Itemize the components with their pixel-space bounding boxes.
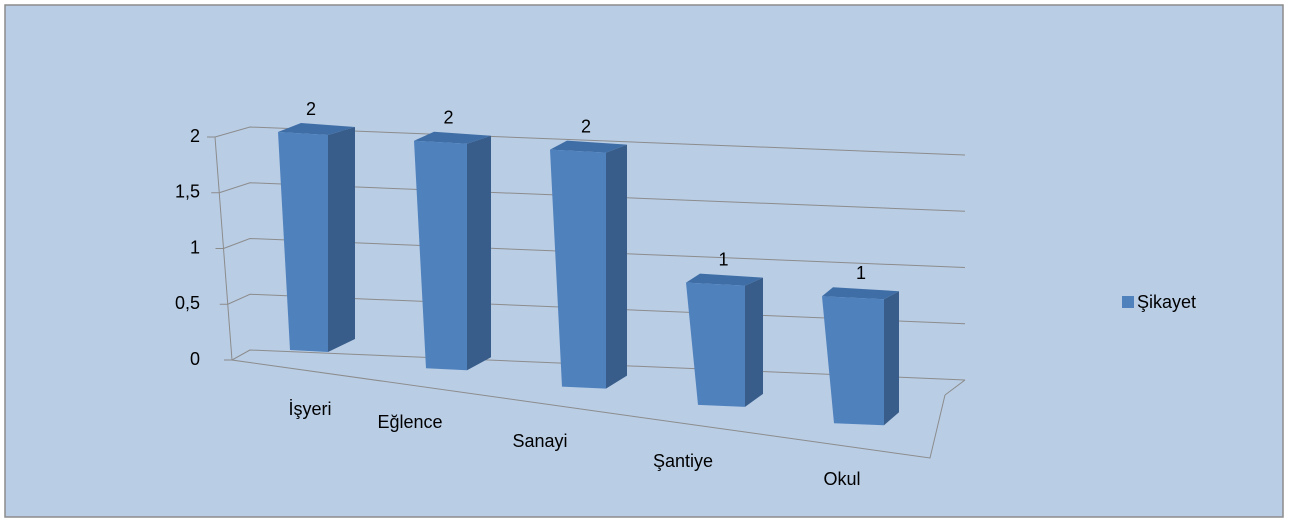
x-tick-label: Eğlence: [377, 412, 442, 432]
bar: [686, 273, 763, 407]
x-tick-label: Okul: [823, 469, 860, 489]
bar-top: [550, 140, 627, 153]
bar-front: [414, 140, 467, 371]
bar-top: [686, 273, 763, 286]
data-label: 2: [581, 116, 591, 136]
x-tick-label: İşyeri: [288, 399, 331, 419]
data-label: 2: [306, 99, 316, 119]
bar: [278, 123, 355, 352]
y-tick-label: 0: [190, 349, 200, 369]
legend-label: Şikayet: [1137, 292, 1196, 312]
bar-side: [884, 291, 899, 426]
bar-top: [822, 287, 899, 300]
data-label: 1: [856, 263, 866, 283]
bar: [822, 287, 899, 426]
y-tick-label: 1,5: [175, 182, 200, 202]
y-tick-label: 1: [190, 237, 200, 257]
y-tick-label: 0,5: [175, 293, 200, 313]
bar-side: [745, 277, 763, 407]
floor-edge: [944, 379, 966, 396]
x-tick-label: Sanayi: [512, 431, 567, 451]
grid-line: [214, 126, 966, 156]
bar-side: [467, 135, 491, 371]
bar-front: [822, 296, 884, 426]
bar-front: [278, 132, 328, 352]
chart-area: [4, 4, 1284, 518]
legend-swatch: [1122, 296, 1134, 308]
data-label: 1: [718, 249, 728, 269]
grid-line: [219, 182, 966, 212]
bar: [550, 140, 627, 389]
bar-front: [686, 282, 745, 407]
x-tick-label: Şantiye: [653, 451, 713, 471]
bar-front: [550, 149, 606, 389]
data-label: 2: [443, 108, 453, 128]
bar-top: [278, 123, 355, 135]
bar-side: [606, 144, 627, 389]
bar-top: [414, 131, 491, 144]
bar-side: [328, 127, 355, 352]
bar: [414, 131, 491, 371]
grid-line: [223, 237, 966, 268]
y-tick-label: 2: [190, 126, 200, 146]
